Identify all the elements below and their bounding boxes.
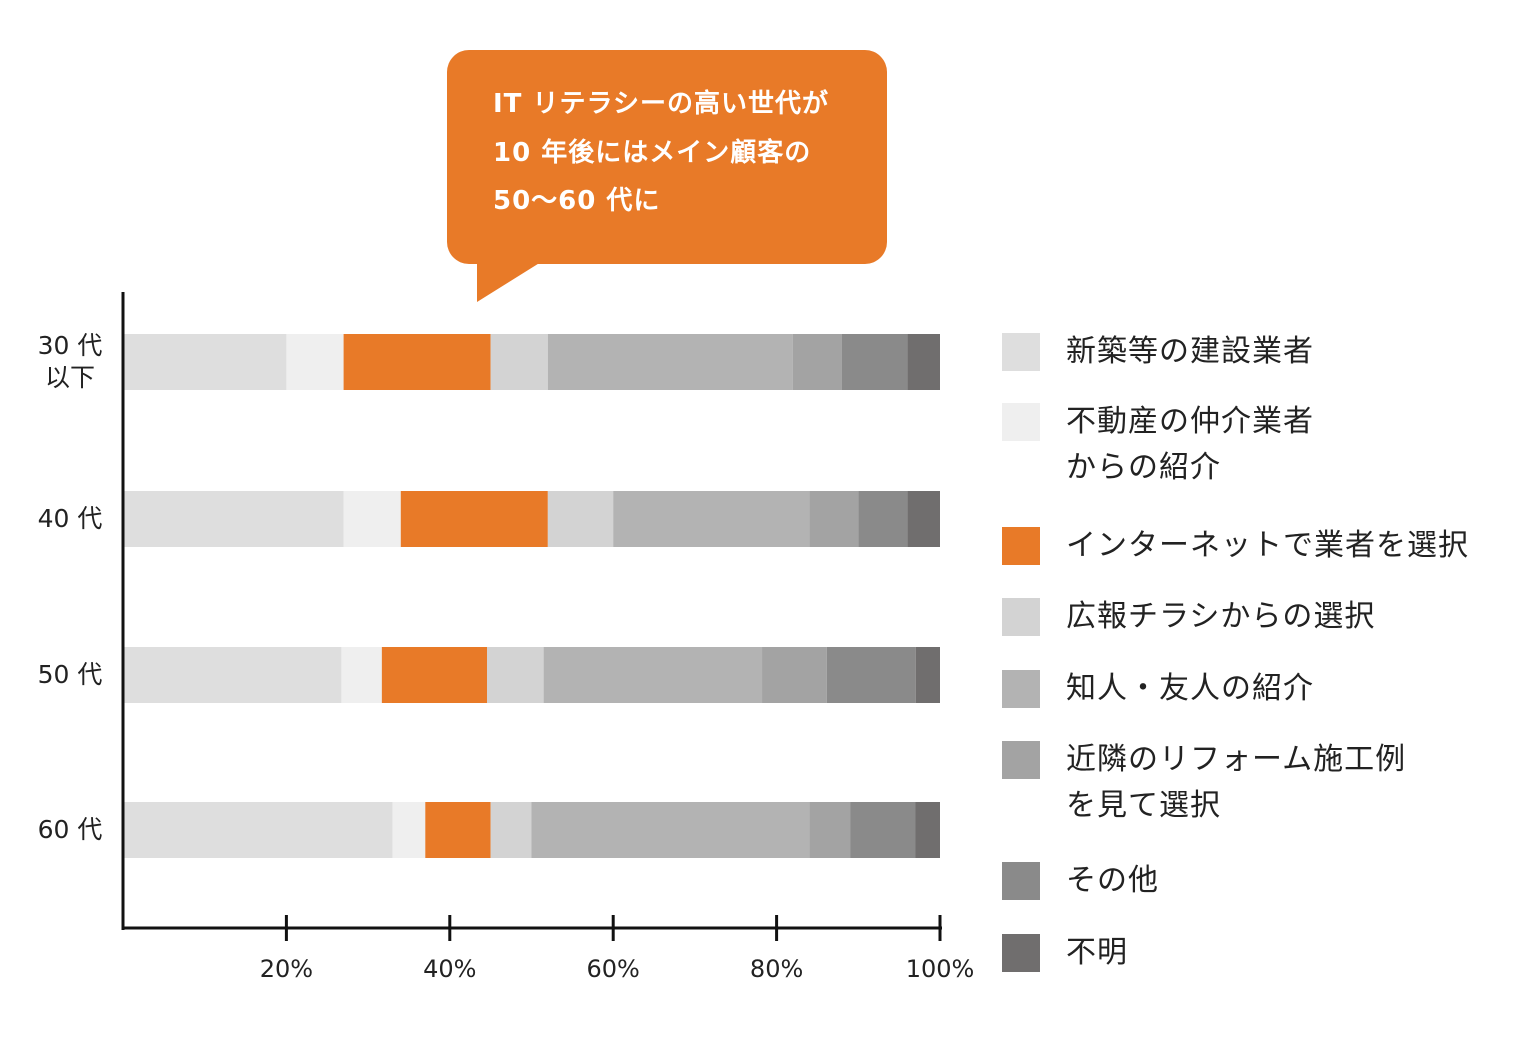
bar-segments (123, 334, 940, 858)
callout-box (447, 50, 887, 264)
callout-text-line-3: 50～60 代に (493, 186, 661, 216)
bar-segment-row2-series8 (907, 491, 940, 547)
legend-label: インターネットで業者を選択 (1066, 523, 1506, 569)
bar-segment-row4-series5 (531, 802, 810, 858)
bar-segment-row3-series6 (762, 647, 827, 703)
legend-label-line: 広報チラシからの選択 (1066, 599, 1376, 634)
x-tick-label: 100% (905, 955, 975, 983)
bar-segment-row2-series6 (809, 491, 859, 547)
legend-swatch (1002, 527, 1040, 565)
legend-label-line: その他 (1066, 863, 1159, 898)
bar-segment-row1-series7 (841, 334, 908, 390)
bar-segment-row4-series4 (490, 802, 532, 858)
legend-swatch (1002, 741, 1040, 779)
bar-segment-row3-series8 (915, 647, 940, 703)
category-label-line: 60 代 (37, 815, 103, 844)
bar-segment-row1-series5 (547, 334, 793, 390)
bar-segment-row3-series1 (123, 647, 342, 703)
bar-segment-row3-series2 (341, 647, 382, 703)
callout-text-line-1: IT リテラシーの高い世代が (493, 89, 829, 119)
bar-segment-row1-series6 (792, 334, 842, 390)
legend-label: 不動産の仲介業者 からの紹介 (1066, 399, 1506, 491)
bar-segment-row2-series3 (400, 491, 548, 547)
legend-label: 近隣のリフォーム施工例 を見て選択 (1066, 737, 1506, 829)
bar-segment-row2-series7 (858, 491, 908, 547)
bar-segment-row4-series6 (809, 802, 851, 858)
x-tick-label: 40% (423, 955, 477, 983)
bar-segment-row1-series2 (286, 334, 344, 390)
legend-label-line: 新築等の建設業者 (1066, 334, 1314, 369)
legend-label-line: を見て選択 (1066, 788, 1221, 823)
x-tick-label: 60% (586, 955, 640, 983)
x-tick-label: 20% (259, 955, 314, 983)
category-label-line: 40 代 (37, 504, 103, 533)
bar-segment-row1-series1 (123, 334, 287, 390)
category-label-line: 30 代 (37, 331, 103, 360)
legend-label-line: 知人・友人の紹介 (1066, 671, 1314, 706)
bar-segment-row1-series3 (343, 334, 491, 390)
legend-label: 不明 (1066, 930, 1506, 976)
bar-segment-row3-series3 (381, 647, 488, 703)
legend-swatch (1002, 934, 1040, 972)
bar-segment-row4-series8 (915, 802, 940, 858)
bar-segment-row4-series7 (850, 802, 916, 858)
category-label: 30 代以下 (20, 330, 120, 394)
legend-label: 広報チラシからの選択 (1066, 594, 1506, 640)
legend-swatch (1002, 403, 1040, 441)
bar-segment-row2-series4 (547, 491, 614, 547)
legend-label: その他 (1066, 858, 1506, 904)
legend-swatch (1002, 670, 1040, 708)
bar-segment-row1-series8 (907, 334, 940, 390)
legend-label-line: インターネットで業者を選択 (1066, 528, 1469, 563)
bar-segment-row4-series2 (392, 802, 426, 858)
bar-segment-row2-series1 (123, 491, 344, 547)
callout-pointer (477, 262, 541, 302)
legend-label-line: 不動産の仲介業者 (1066, 404, 1314, 439)
bar-segment-row4-series3 (425, 802, 491, 858)
x-axis-ticks (284, 915, 942, 941)
bar-segment-row3-series5 (543, 647, 763, 703)
x-tick-label: 80% (749, 955, 804, 983)
bar-segment-row2-series5 (613, 491, 810, 547)
legend-swatch (1002, 598, 1040, 636)
bar-segment-row2-series2 (343, 491, 401, 547)
callout-text-line-2: 10 年後にはメイン顧客の (493, 138, 812, 168)
category-label: 60 代 (20, 814, 120, 846)
legend-label: 新築等の建設業者 (1066, 329, 1506, 375)
category-label-line: 50 代 (37, 660, 103, 689)
legend-label: 知人・友人の紹介 (1066, 666, 1506, 712)
legend-swatch (1002, 333, 1040, 371)
legend-label-line: 近隣のリフォーム施工例 (1066, 742, 1407, 777)
legend-label-line: からの紹介 (1066, 450, 1221, 485)
legend-swatch (1002, 862, 1040, 900)
category-label-line: 以下 (44, 363, 95, 392)
category-label: 50 代 (20, 659, 120, 691)
bar-segment-row1-series4 (490, 334, 548, 390)
legend-label-line: 不明 (1066, 935, 1128, 970)
bar-segment-row3-series4 (487, 647, 544, 703)
category-label: 40 代 (20, 503, 120, 535)
bar-segment-row4-series1 (123, 802, 393, 858)
bar-segment-row3-series7 (826, 647, 916, 703)
